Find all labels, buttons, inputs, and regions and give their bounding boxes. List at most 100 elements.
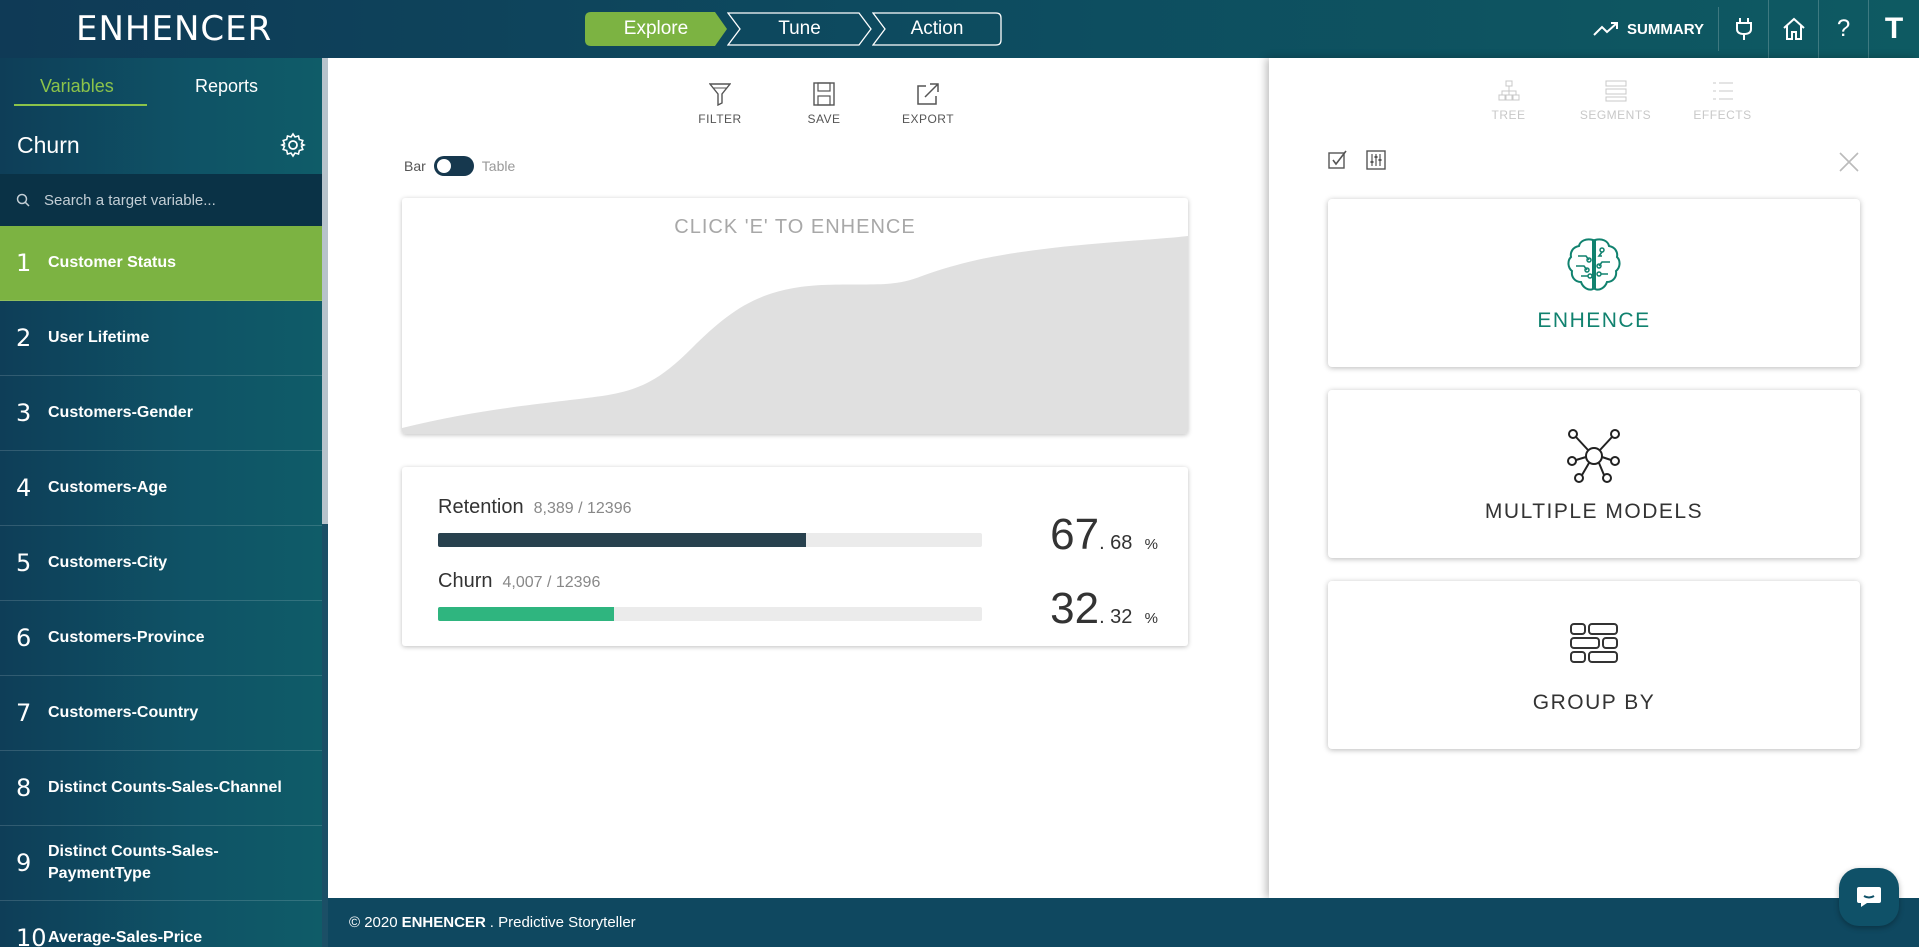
tree-icon [1498, 80, 1519, 101]
export-label: EXPORT [901, 112, 955, 126]
multiple-models-label: MULTIPLE MODELS [1484, 500, 1704, 523]
stat-percentage: 32. 32 % [1050, 584, 1158, 633]
variable-label: Customers-Country [48, 704, 199, 721]
variable-item[interactable]: 3 Customers-Gender [0, 376, 322, 451]
active-tab-underline [14, 104, 147, 106]
chat-button[interactable] [1839, 868, 1899, 926]
footer: © 2020 ENHENCER . Predictive Storyteller [328, 898, 1919, 947]
bar-table-switch[interactable] [433, 156, 474, 176]
settings-sliders-icon[interactable] [1366, 150, 1386, 170]
help-button[interactable]: ? [1819, 0, 1869, 58]
variable-item[interactable]: 8 Distinct Counts-Sales-Channel [0, 751, 322, 826]
panel-tools [1328, 150, 1386, 170]
home-button[interactable] [1769, 0, 1819, 58]
home-icon [1782, 17, 1805, 40]
network-icon [1567, 429, 1620, 483]
progress-fill [438, 607, 614, 621]
tab-segments[interactable]: SEGMENTS [1562, 80, 1669, 122]
group-by-icon [1570, 623, 1618, 663]
variable-item[interactable]: 2 User Lifetime [0, 301, 322, 376]
variable-label: Customers-City [48, 554, 168, 571]
tab-effects-label: EFFECTS [1693, 108, 1752, 122]
tab-reports[interactable]: Reports [195, 76, 259, 96]
variable-number: 1 [16, 249, 32, 277]
outcome-summary: Retention 8,389 / 12396 67. 68 % Churn 4,0… [402, 467, 1188, 646]
variable-number: 10 [16, 924, 47, 947]
analysis-tabs: TREE SEGMENTS EFFECTS [1455, 80, 1776, 122]
group-by-label: GROUP BY [1532, 691, 1656, 714]
effects-icon [1712, 82, 1733, 100]
footer-tagline: . Predictive Storyteller [489, 914, 636, 931]
tab-effects[interactable]: EFFECTS [1669, 80, 1776, 122]
enhence-hint: CLICK 'E' TO ENHENCE [674, 216, 916, 238]
variable-number: 5 [16, 549, 32, 577]
close-icon[interactable] [1837, 150, 1861, 174]
export-icon [917, 83, 939, 105]
search-icon [16, 193, 30, 207]
variable-label: Customer Status [48, 254, 177, 271]
target-title: Churn [17, 132, 80, 158]
action-panel: TREE SEGMENTS EFFECTS ENHENCE [1269, 58, 1919, 898]
search-input[interactable] [44, 191, 294, 209]
connector-button[interactable] [1719, 0, 1769, 58]
filter-icon [709, 83, 731, 106]
toggle-bar-label: Bar [404, 158, 426, 174]
step-explore[interactable]: Explore [585, 12, 727, 46]
summary-label: SUMMARY [1627, 20, 1704, 38]
step-action[interactable]: Action [872, 12, 1002, 46]
view-toggle: Bar Table [404, 156, 515, 176]
top-bar: ENHENCER Explore Tune Action SUMMARY ? [0, 0, 1919, 58]
tab-tree[interactable]: TREE [1455, 80, 1562, 122]
footer-copyright: © 2020 [349, 914, 398, 931]
gear-icon[interactable] [280, 132, 306, 158]
variable-item[interactable]: 9 Distinct Counts-Sales-PaymentType [0, 826, 322, 901]
step-tune[interactable]: Tune [727, 12, 872, 46]
save-label: SAVE [807, 112, 841, 126]
app-logo[interactable]: ENHENCER [76, 9, 273, 49]
save-button[interactable]: SAVE [772, 82, 876, 126]
variable-item[interactable]: 4 Customers-Age [0, 451, 322, 526]
progress-track [438, 607, 982, 621]
variable-number: 2 [16, 324, 32, 352]
stat-row-retention: Retention 8,389 / 12396 67. 68 % [438, 496, 1158, 559]
progress-fill [438, 533, 807, 547]
sidebar-scrollbar[interactable] [322, 58, 328, 524]
variable-item[interactable]: 1 Customer Status [0, 226, 322, 301]
summary-button[interactable]: SUMMARY [1583, 7, 1719, 51]
enhence-card[interactable]: ENHENCE [1328, 199, 1860, 367]
variable-label: Customers-Age [48, 479, 168, 496]
variable-label: Customers-Gender [48, 404, 193, 421]
checkbox-icon[interactable] [1328, 150, 1348, 170]
export-button[interactable]: EXPORT [876, 82, 980, 126]
variable-list: 1 Customer Status 2 User Lifetime 3 Custome… [0, 226, 322, 947]
save-icon [813, 82, 835, 106]
user-avatar[interactable]: T [1869, 0, 1919, 58]
variable-label: Customers-Province [48, 629, 205, 646]
variable-label: User Lifetime [48, 329, 150, 346]
variable-number: 8 [16, 774, 32, 802]
stat-percentage: 67. 68 % [1050, 510, 1158, 559]
variable-item[interactable]: 10 Average-Sales-Price [0, 901, 322, 947]
group-by-card[interactable]: GROUP BY [1328, 581, 1860, 749]
stat-name: Retention [438, 496, 524, 518]
variable-item[interactable]: 6 Customers-Province [0, 601, 322, 676]
variable-item[interactable]: 5 Customers-City [0, 526, 322, 601]
tab-variables[interactable]: Variables [40, 76, 114, 96]
variable-label: Distinct Counts-Sales-PaymentType [48, 843, 219, 882]
multiple-models-card[interactable]: MULTIPLE MODELS [1328, 390, 1860, 558]
sidebar-tabs: Variables Reports [0, 76, 322, 106]
segments-icon [1605, 80, 1626, 102]
brain-icon [1567, 238, 1621, 291]
variable-number: 3 [16, 399, 32, 427]
question-icon: ? [1836, 15, 1851, 42]
stat-name: Churn [438, 570, 493, 592]
explore-main: FILTER SAVE EXPORT Bar Table CLICK 'E' T… [328, 58, 1269, 898]
chart-placeholder[interactable]: CLICK 'E' TO ENHENCE [402, 198, 1188, 434]
variable-item[interactable]: 7 Customers-Country [0, 676, 322, 751]
variable-label: Distinct Counts-Sales-Channel [48, 779, 282, 796]
plug-icon [1735, 18, 1752, 40]
trending-up-icon [1593, 22, 1619, 36]
variable-number: 4 [16, 474, 32, 502]
filter-button[interactable]: FILTER [668, 82, 772, 126]
stat-row-churn: Churn 4,007 / 12396 32. 32 % [438, 570, 1158, 633]
